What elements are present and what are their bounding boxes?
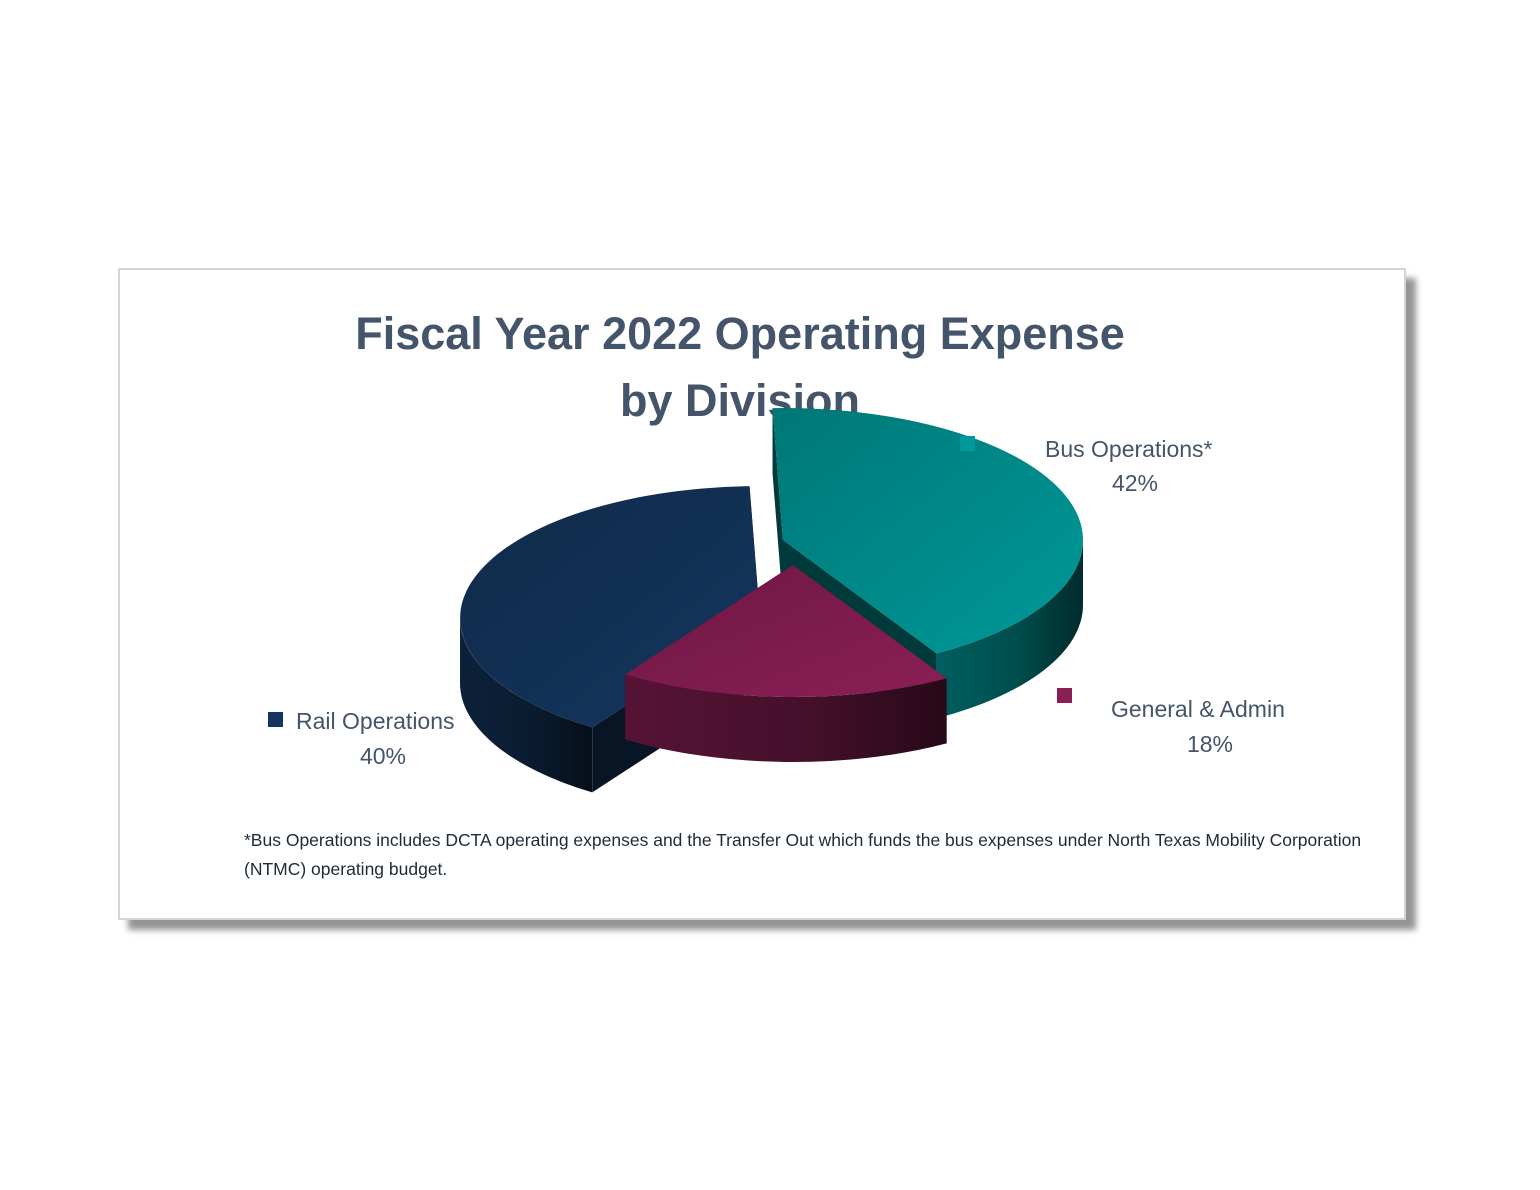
- pie-slice-wall-bus-operations-0: [936, 540, 1083, 719]
- chart-title-line-1: Fiscal Year 2022 Operating Expense: [355, 308, 1125, 359]
- legend-swatch-bus-operations: [960, 436, 975, 451]
- footnote: *Bus Operations includes DCTA operating …: [244, 830, 1362, 879]
- legend-label-rail-operations: Rail Operations: [296, 708, 455, 734]
- pie-slice-general-admin: [625, 565, 947, 762]
- pie-slice-wall-rail-operations-0: [460, 618, 593, 793]
- data-label-rail-operations: 40%: [359, 743, 407, 769]
- data-label-bus-operations: 42%: [1111, 470, 1159, 496]
- legend-swatch-general-admin: [1057, 688, 1072, 703]
- legend-label-general-admin: General & Admin: [1111, 696, 1285, 722]
- pie-slice-top-bus-operations: [772, 408, 1083, 654]
- legend-swatch-rail-operations: [268, 712, 283, 727]
- pie-slice-cut-face-bus-operations-0: [772, 408, 783, 605]
- legend-label-bus-operations: Bus Operations*: [1045, 436, 1213, 462]
- pie-slice-top-general-admin: [625, 565, 947, 697]
- data-label-general-admin: 18%: [1186, 731, 1234, 757]
- pie-slice-top-rail-operations: [460, 486, 760, 728]
- pie-slice-wall-general-admin-0: [625, 674, 947, 762]
